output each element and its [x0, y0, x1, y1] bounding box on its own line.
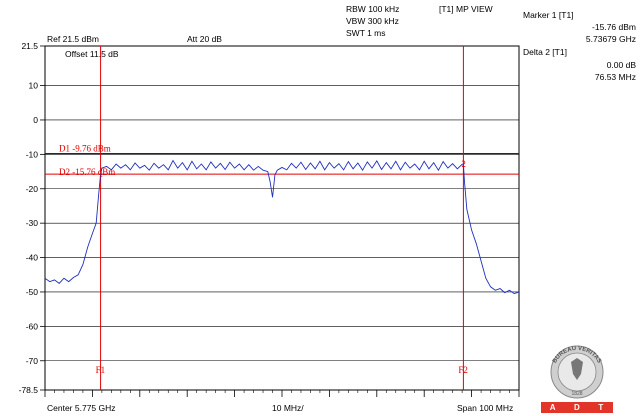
x-tick-marks [44, 390, 520, 397]
plot-grid [45, 85, 519, 362]
trace-view-label: [T1] MP VIEW [439, 4, 493, 14]
frequency-line-label: F2 [458, 365, 468, 375]
y-tick-label: 0 [33, 115, 38, 125]
marker1-label: Marker 1 [T1] [523, 10, 574, 20]
frequency-lines: F1 F2 [96, 46, 468, 390]
marker-point: 2 [461, 159, 466, 169]
adt-letter-d: D [574, 403, 581, 412]
display-line-label: D1 -9.76 dBm [59, 144, 111, 154]
marker-point: 1 [99, 169, 104, 179]
y-tick-label: -70 [26, 356, 39, 366]
vbw-label: VBW 300 kHz [346, 16, 399, 26]
frequency-line-label: F1 [96, 365, 106, 375]
bureau-veritas-logo: BUREAU VERITAS 1828 [550, 345, 604, 399]
display-lines: D1 -9.76 dBm D2 -15.76 dBm [45, 144, 519, 177]
attenuation-label: Att 20 dB [187, 34, 222, 44]
marker-points: 12 [99, 159, 466, 179]
delta2-frequency: 76.53 MHz [594, 72, 636, 82]
y-tick-label: 10 [29, 81, 39, 91]
trace-layer [44, 159, 520, 295]
trace-line [44, 159, 520, 295]
y-tick-label: 21.5 [21, 41, 38, 51]
offset-label: Offset 11.5 dB [65, 49, 119, 59]
y-tick-labels: 21.5 10 0 -10 -20 -30 -40 -50 -60 -70 -78.5 [19, 41, 45, 395]
y-tick-label: -50 [26, 287, 39, 297]
adt-letter-a: A [549, 403, 557, 412]
rbw-label: RBW 100 kHz [346, 4, 400, 14]
y-tick-label: -30 [26, 218, 39, 228]
marker1-level: -15.76 dBm [592, 22, 636, 32]
span-label: Span 100 MHz [457, 403, 514, 413]
marker1-frequency: 5.73679 GHz [585, 34, 636, 44]
delta2-label: Delta 2 [T1] [523, 47, 567, 57]
adt-banner: A D T [541, 402, 613, 413]
y-tick-label: -40 [26, 253, 39, 263]
ref-level-label: Ref 21.5 dBm [47, 34, 99, 44]
center-frequency-label: Center 5.775 GHz [47, 403, 116, 413]
plot-frame [44, 45, 520, 391]
y-tick-label: -78.5 [19, 385, 39, 395]
sweep-time-label: SWT 1 ms [346, 28, 386, 38]
division-label: 10 MHz/ [272, 403, 304, 413]
adt-letter-t: T [598, 403, 605, 412]
y-tick-label: -20 [26, 184, 39, 194]
display-line-label: D2 -15.76 dBm [59, 167, 115, 177]
y-tick-label: -10 [26, 149, 39, 159]
logo-year: 1828 [571, 391, 582, 397]
y-tick-label: -60 [26, 321, 39, 331]
delta2-level: 0.00 dB [606, 60, 636, 70]
